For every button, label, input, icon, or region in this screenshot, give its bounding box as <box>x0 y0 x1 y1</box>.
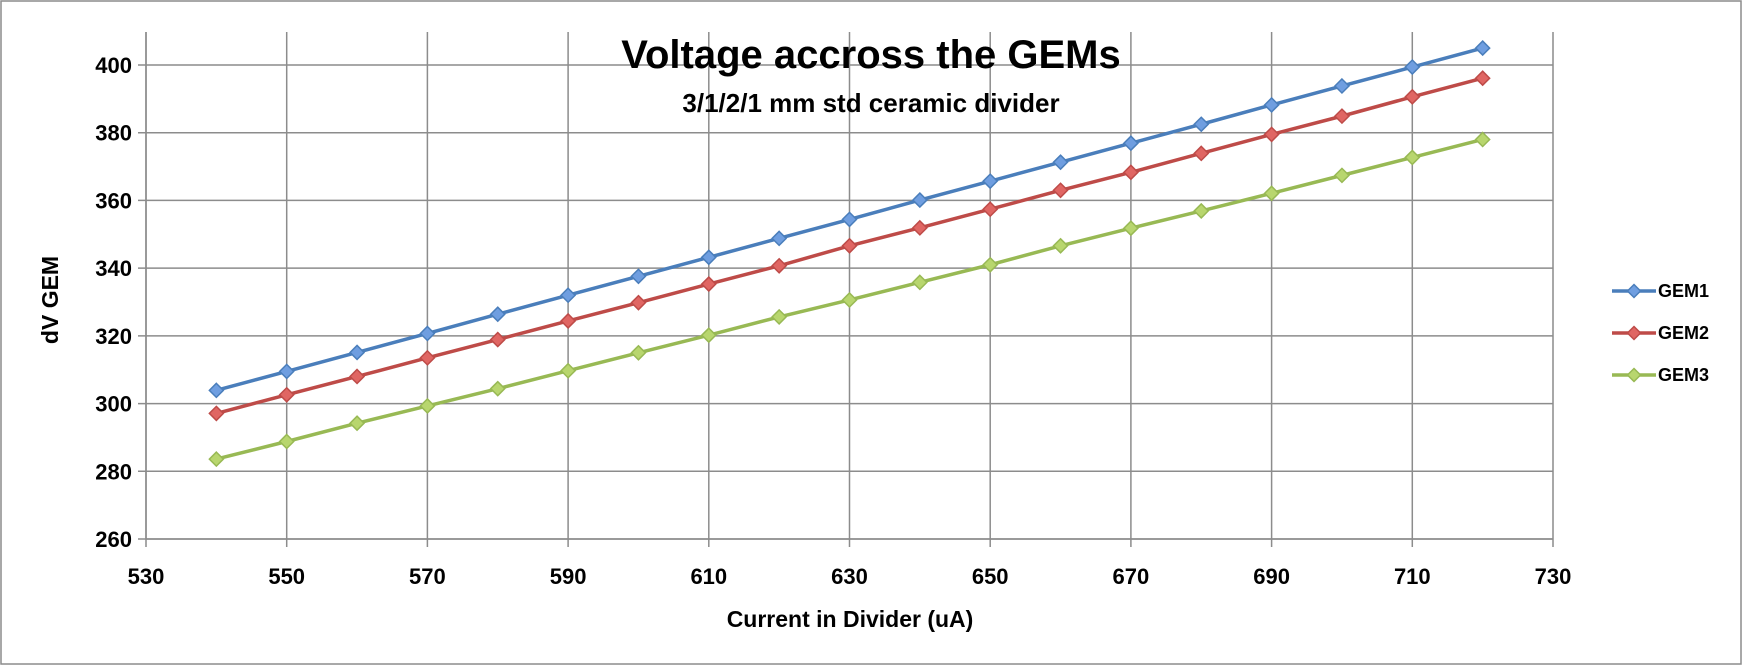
data-point-gem3 <box>489 380 506 397</box>
data-point-gem3 <box>1122 220 1139 237</box>
data-point-gem2 <box>982 201 999 218</box>
data-point-gem1 <box>278 363 295 380</box>
data-point-gem2 <box>1052 182 1069 199</box>
legend-swatch-marker <box>1626 367 1642 383</box>
data-point-gem3 <box>911 274 928 291</box>
data-point-gem3 <box>208 451 225 468</box>
data-point-gem1 <box>1193 116 1210 133</box>
legend-item-gem2: GEM2 <box>1612 323 1709 343</box>
data-point-gem1 <box>348 344 366 361</box>
legend-swatch-marker <box>1626 283 1642 299</box>
data-point-gem2 <box>1263 126 1280 143</box>
data-point-gem1 <box>841 211 858 228</box>
x-tick-label: 550 <box>268 564 305 589</box>
y-tick-label: 300 <box>95 392 132 417</box>
data-point-gem1 <box>700 249 717 266</box>
legend-label: GEM3 <box>1658 365 1709 385</box>
y-tick-label: 340 <box>95 256 132 281</box>
data-point-gem2 <box>489 331 506 348</box>
legend-label: GEM1 <box>1658 281 1709 301</box>
x-tick-label: 690 <box>1253 564 1290 589</box>
data-point-gem1 <box>1404 58 1421 76</box>
ticks-layer: 530 550 570 590 610 630 650 670 690 710 730 260 280 3… <box>95 53 1571 589</box>
x-tick-label: 590 <box>550 564 587 589</box>
data-point-gem3 <box>560 362 577 379</box>
data-point-gem3 <box>278 433 295 450</box>
data-point-gem2 <box>1122 164 1139 181</box>
data-point-gem1 <box>419 325 436 342</box>
data-point-gem2 <box>841 237 858 254</box>
data-point-gem2 <box>1333 108 1351 125</box>
x-axis-label: Current in Divider (uA) <box>727 606 974 632</box>
data-point-gem2 <box>700 275 717 293</box>
legend-item-gem3: GEM3 <box>1612 365 1709 385</box>
x-tick-label: 630 <box>831 564 868 589</box>
data-point-gem2 <box>771 257 788 274</box>
data-point-gem1 <box>1333 77 1351 95</box>
data-point-gem2 <box>911 219 928 236</box>
data-point-gem3 <box>630 344 647 361</box>
y-tick-label: 260 <box>95 527 132 552</box>
data-point-gem2 <box>1404 88 1421 105</box>
data-point-gem3 <box>348 415 366 432</box>
y-tick-label: 320 <box>95 324 132 349</box>
x-tick-label: 610 <box>690 564 727 589</box>
y-axis-label: dV GEM <box>37 256 63 344</box>
x-tick-label: 710 <box>1394 564 1431 589</box>
data-point-gem2 <box>348 368 366 385</box>
data-point-gem3 <box>1263 185 1280 202</box>
data-point-gem3 <box>841 291 858 309</box>
data-point-gem3 <box>1333 167 1351 184</box>
y-tick-label: 280 <box>95 459 132 484</box>
y-tick-label: 400 <box>95 53 132 78</box>
data-point-gem3 <box>700 327 717 344</box>
grid-layer <box>138 32 1554 547</box>
x-tick-label: 670 <box>1113 564 1150 589</box>
x-tick-label: 530 <box>128 564 165 589</box>
legend-item-gem1: GEM1 <box>1612 281 1709 301</box>
data-point-gem3 <box>1052 237 1069 254</box>
data-point-gem2 <box>630 294 647 311</box>
data-point-gem1 <box>630 268 647 285</box>
data-point-gem3 <box>1193 202 1210 219</box>
data-point-gem3 <box>771 308 788 325</box>
data-point-gem2 <box>1193 145 1210 162</box>
data-point-gem1 <box>911 192 928 209</box>
data-point-gem1 <box>560 287 577 304</box>
data-point-gem2 <box>419 349 436 366</box>
x-tick-label: 570 <box>409 564 446 589</box>
legend-swatch-marker <box>1626 325 1642 341</box>
data-point-gem3 <box>1474 131 1491 148</box>
x-tick-label: 650 <box>972 564 1009 589</box>
data-point-gem3 <box>1404 149 1421 166</box>
legend-label: GEM2 <box>1658 323 1709 343</box>
data-point-gem1 <box>489 306 506 323</box>
y-tick-label: 360 <box>95 188 132 213</box>
y-tick-label: 380 <box>95 121 132 146</box>
data-point-gem1 <box>1052 154 1069 171</box>
x-tick-label: 730 <box>1535 564 1572 589</box>
series-layer <box>208 40 1491 468</box>
data-point-gem2 <box>1474 70 1491 87</box>
data-point-gem1 <box>982 173 999 190</box>
data-point-gem1 <box>1122 135 1139 152</box>
chart-title: Voltage accross the GEMs <box>621 33 1120 77</box>
data-point-gem2 <box>208 405 225 422</box>
data-point-gem1 <box>1474 40 1491 57</box>
data-point-gem1 <box>208 382 225 399</box>
data-point-gem2 <box>278 386 295 403</box>
legend: GEM1 GEM2 GEM3 <box>1612 281 1709 385</box>
data-point-gem1 <box>771 230 788 247</box>
data-point-gem1 <box>1263 96 1280 114</box>
data-point-gem2 <box>560 312 577 330</box>
chart-subtitle: 3/1/2/1 mm std ceramic divider <box>682 88 1059 118</box>
data-point-gem3 <box>982 256 999 273</box>
data-point-gem3 <box>419 397 436 415</box>
